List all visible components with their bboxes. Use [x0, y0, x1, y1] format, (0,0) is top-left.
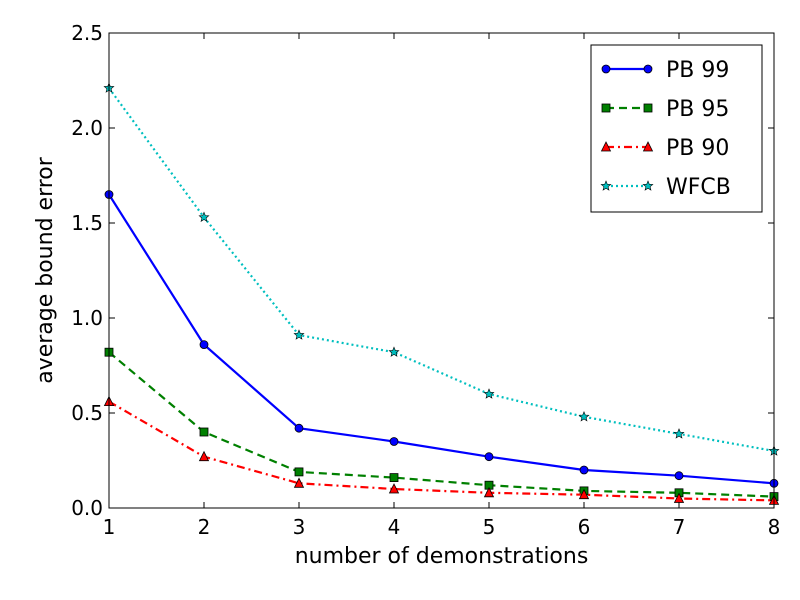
legend-marker [642, 141, 654, 152]
y-tick-label: 0.5 [71, 401, 103, 425]
data-point-pb-95 [294, 467, 304, 477]
legend-entry-pb-99: PB 99 [601, 58, 729, 83]
legend-entry-pb-95: PB 95 [601, 97, 729, 122]
data-point-pb-99 [484, 452, 494, 462]
x-tick-label: 6 [578, 515, 591, 539]
data-point-pb-90 [293, 477, 305, 488]
x-tick-label: 3 [293, 515, 306, 539]
data-point-pb-90 [388, 483, 400, 494]
y-tick-label: 0.0 [71, 496, 103, 520]
x-tick-label: 4 [388, 515, 401, 539]
data-point-pb-95 [199, 427, 209, 437]
legend-label: PB 99 [666, 58, 729, 83]
plot-frame [108, 32, 775, 509]
data-point-wfcb [198, 211, 210, 223]
data-point-wfcb [578, 410, 590, 422]
series-line-wfcb [108, 87, 775, 453]
y-tick-label: 1.0 [71, 306, 103, 330]
legend-marker [601, 103, 611, 113]
legend-label: PB 95 [666, 97, 729, 122]
x-tick-label: 7 [673, 515, 686, 539]
data-point-wfcb [673, 428, 685, 439]
legend-marker [600, 180, 612, 191]
data-point-pb-90 [578, 488, 590, 500]
legend: PB 99 PB 95 PB 90 WFCB [590, 44, 763, 213]
ticks-layer: 1 2 3 4 5 6 7 8 0.0 0.5 1.0 1.5 2.0 2.5 [71, 21, 780, 539]
x-tick-label: 2 [198, 515, 211, 539]
data-point-pb-99 [199, 340, 209, 350]
data-point-pb-99 [579, 465, 589, 475]
data-point-wfcb [388, 346, 400, 357]
y-tick-label: 2.5 [71, 21, 103, 45]
data-point-wfcb [483, 388, 495, 399]
data-point-pb-90 [198, 450, 210, 462]
legend-box [590, 44, 763, 213]
series-line-pb-90 [108, 400, 775, 502]
data-point-pb-95 [389, 473, 399, 483]
legend-marker [601, 64, 611, 74]
legend-entry-wfcb: WFCB [600, 175, 731, 200]
x-tick-label: 1 [103, 515, 116, 539]
legend-entry-pb-90: PB 90 [600, 136, 729, 161]
y-tick-label: 2.0 [71, 116, 103, 140]
legend-marker [643, 103, 653, 113]
y-tick-label: 1.5 [71, 211, 103, 235]
legend-label: PB 90 [666, 136, 729, 161]
data-point-pb-99 [294, 423, 304, 433]
legend-marker [600, 141, 612, 152]
data-point-pb-99 [389, 437, 399, 446]
series-line-pb-99 [108, 193, 775, 485]
x-axis-label: number of demonstrations [295, 544, 589, 569]
x-tick-label: 5 [483, 515, 496, 539]
data-point-wfcb [293, 329, 305, 340]
data-point-pb-99 [674, 471, 684, 481]
data-point-pb-90 [483, 486, 495, 498]
legend-label: WFCB [666, 175, 731, 200]
legend-marker [643, 64, 653, 74]
legend-marker [642, 180, 654, 191]
x-tick-label: 8 [768, 515, 781, 539]
series-pb-99 [104, 190, 779, 488]
series-line-pb-95 [108, 351, 775, 498]
y-axis-label: average bound error [33, 156, 58, 384]
